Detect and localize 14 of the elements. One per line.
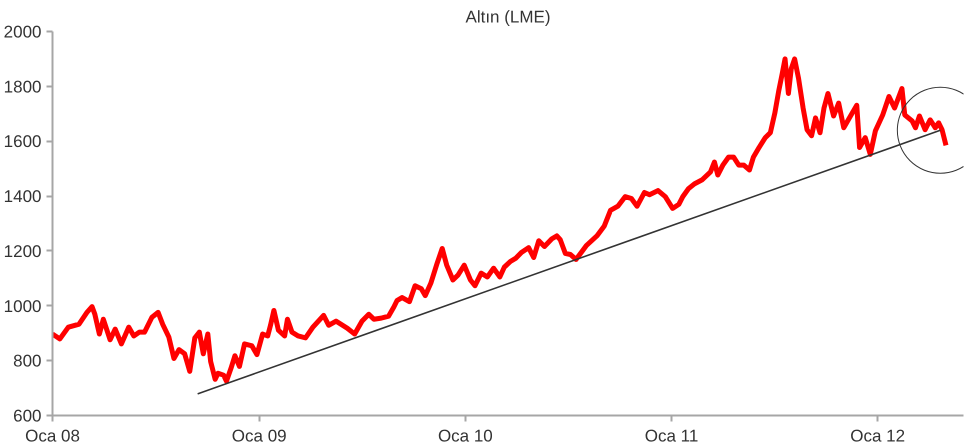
x-tick-label: Oca 12 <box>850 426 906 446</box>
y-tick-label: 2000 <box>4 22 42 42</box>
x-tick-label: Oca 09 <box>232 426 287 446</box>
x-tick-label: Oca 10 <box>438 426 493 446</box>
y-tick-label: 1000 <box>4 296 42 316</box>
x-tick-label: Oca 11 <box>644 426 698 446</box>
y-tick-label: 1600 <box>4 132 42 152</box>
x-tick-label: Oca 08 <box>25 426 80 446</box>
y-tick-label: 1200 <box>4 242 42 261</box>
y-tick-label: 600 <box>13 406 42 426</box>
y-tick-label: 1800 <box>4 77 42 96</box>
y-tick-label: 800 <box>13 352 42 371</box>
chart-title: Altın (LME) <box>465 8 551 26</box>
y-tick-label: 1400 <box>4 187 42 206</box>
